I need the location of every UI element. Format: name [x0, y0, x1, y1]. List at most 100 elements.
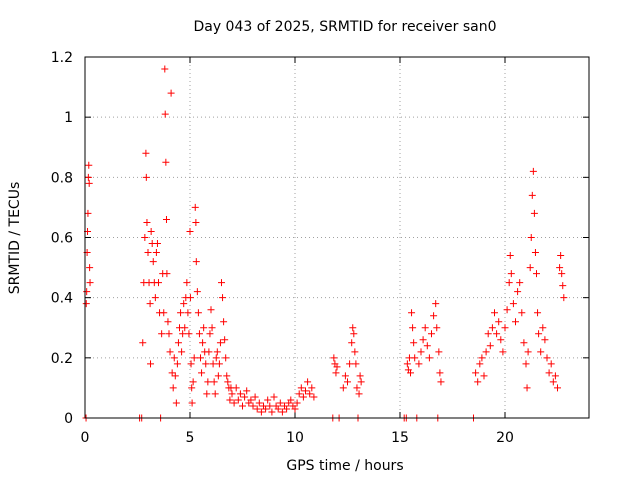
data-point: [143, 218, 151, 226]
data-point: [556, 264, 564, 272]
data-point: [191, 203, 199, 211]
data-point: [310, 393, 318, 401]
data-point: [85, 161, 93, 169]
data-point: [474, 378, 482, 386]
data-point: [174, 339, 182, 347]
data-point: [435, 348, 443, 356]
data-point: [162, 158, 170, 166]
data-point: [170, 354, 178, 362]
data-point: [558, 270, 566, 278]
x-tick-label: 10: [286, 430, 304, 446]
data-point: [264, 396, 272, 404]
data-point: [165, 330, 173, 338]
data-point: [524, 348, 532, 356]
data-point: [241, 393, 249, 401]
data-point: [333, 363, 341, 371]
y-tick-label: 1: [64, 110, 73, 126]
data-point: [287, 396, 295, 404]
data-point: [253, 405, 261, 413]
data-point: [501, 324, 509, 332]
data-point: [147, 360, 155, 368]
data-point: [560, 294, 568, 302]
data-point: [179, 330, 187, 338]
data-point: [212, 354, 220, 362]
data-point: [220, 318, 228, 326]
data-point: [236, 390, 244, 398]
data-point: [306, 390, 314, 398]
data-point: [266, 402, 274, 410]
data-point: [177, 309, 185, 317]
data-point: [528, 191, 536, 199]
data-point: [83, 288, 91, 296]
data-point: [257, 408, 265, 416]
data-point: [278, 408, 286, 416]
data-point: [283, 405, 291, 413]
data-point: [351, 348, 359, 356]
data-point: [85, 179, 93, 187]
data-point: [86, 264, 94, 272]
data-point: [162, 215, 170, 223]
data-point: [173, 360, 181, 368]
data-point: [167, 89, 175, 97]
data-point: [411, 354, 419, 362]
data-point: [302, 387, 309, 395]
data-point: [209, 360, 217, 368]
data-point: [192, 218, 200, 226]
data-point: [180, 300, 188, 308]
data-point: [221, 336, 229, 344]
data-point: [516, 279, 524, 287]
data-point: [350, 330, 358, 338]
data-point: [190, 354, 198, 362]
data-point: [482, 348, 490, 356]
data-point: [249, 402, 257, 410]
y-tick-label: 0.6: [51, 231, 73, 247]
data-point: [509, 300, 517, 308]
data-point: [197, 354, 204, 362]
data-point: [430, 312, 438, 320]
data-point: [339, 384, 347, 392]
data-point: [274, 405, 282, 413]
data-point: [356, 372, 364, 380]
data-point: [291, 405, 299, 413]
data-point: [161, 65, 169, 73]
data-point: [403, 360, 411, 368]
data-point: [168, 369, 176, 377]
data-point: [158, 330, 166, 338]
data-point: [207, 306, 215, 314]
data-point: [531, 249, 539, 257]
data-point: [539, 324, 547, 332]
x-tick-label: 5: [186, 430, 195, 446]
data-point: [228, 390, 236, 398]
data-point: [205, 348, 213, 356]
data-point: [169, 384, 177, 392]
data-point: [185, 330, 193, 338]
data-point: [417, 348, 425, 356]
gridlines: [85, 57, 589, 418]
data-point: [486, 342, 494, 350]
data-point: [142, 149, 150, 157]
data-point: [206, 330, 214, 338]
data-point: [193, 288, 201, 296]
data-point: [495, 318, 503, 326]
data-point: [199, 339, 207, 347]
data-point: [202, 360, 210, 368]
data-point: [184, 309, 192, 317]
axis-ticks: 0 0.2 0.4 0.6 0.8 1 1.2 0 5 10 15 20: [51, 50, 589, 446]
data-point: [491, 309, 498, 317]
data-point: [433, 324, 441, 332]
data-point: [432, 300, 440, 308]
data-point: [155, 279, 162, 287]
data-point: [218, 279, 225, 287]
data-point: [151, 294, 159, 302]
x-axis-label: GPS time / hours: [286, 458, 403, 474]
data-point: [82, 300, 90, 308]
data-point: [541, 336, 549, 344]
data-point: [522, 360, 530, 368]
data-point: [557, 252, 565, 260]
data-point: [503, 306, 511, 314]
data-point: [214, 372, 222, 380]
data-point: [330, 354, 338, 362]
data-point: [533, 270, 540, 278]
data-point: [195, 330, 203, 338]
data-point: [341, 372, 349, 380]
